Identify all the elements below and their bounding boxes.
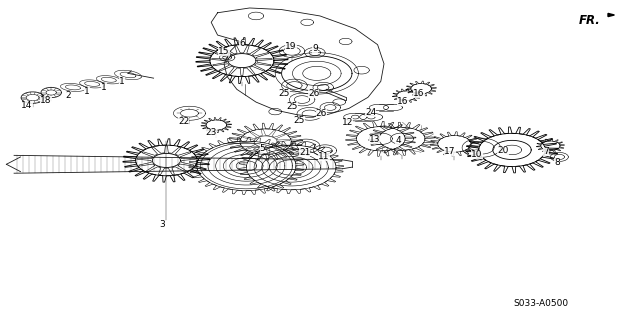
Text: 16: 16 xyxy=(397,97,409,106)
Text: 23: 23 xyxy=(205,128,217,137)
Text: 1: 1 xyxy=(102,83,107,92)
Text: 9: 9 xyxy=(312,44,317,53)
Text: 5: 5 xyxy=(260,144,265,152)
Text: 3: 3 xyxy=(159,220,164,229)
Text: 20: 20 xyxy=(497,146,509,155)
Text: 19: 19 xyxy=(285,42,297,51)
Text: 18: 18 xyxy=(40,96,52,105)
Text: 25: 25 xyxy=(294,116,305,125)
Text: 8: 8 xyxy=(554,158,559,167)
Text: S033-A0500: S033-A0500 xyxy=(513,299,568,308)
Text: 1: 1 xyxy=(120,78,125,86)
Text: 12: 12 xyxy=(342,118,353,127)
Text: 25: 25 xyxy=(286,102,298,111)
Text: 14: 14 xyxy=(21,101,33,110)
Text: 1: 1 xyxy=(84,87,90,96)
Text: 6: 6 xyxy=(239,39,244,48)
Text: 17: 17 xyxy=(444,147,456,156)
Text: 16: 16 xyxy=(413,89,425,98)
Text: 15: 15 xyxy=(218,47,230,56)
Polygon shape xyxy=(608,13,614,17)
Text: 13: 13 xyxy=(369,135,380,144)
Text: 25: 25 xyxy=(278,89,290,98)
Text: 26: 26 xyxy=(316,109,327,118)
Text: 22: 22 xyxy=(178,117,189,126)
Text: 7: 7 xyxy=(543,147,548,156)
Text: 21: 21 xyxy=(299,148,310,157)
Text: FR.: FR. xyxy=(579,14,601,27)
Text: 2: 2 xyxy=(66,91,71,100)
Text: 26: 26 xyxy=(308,89,319,98)
Text: 24: 24 xyxy=(365,108,376,117)
Text: 11: 11 xyxy=(318,152,330,161)
Text: 10: 10 xyxy=(471,150,483,159)
Text: 4: 4 xyxy=(396,137,401,145)
